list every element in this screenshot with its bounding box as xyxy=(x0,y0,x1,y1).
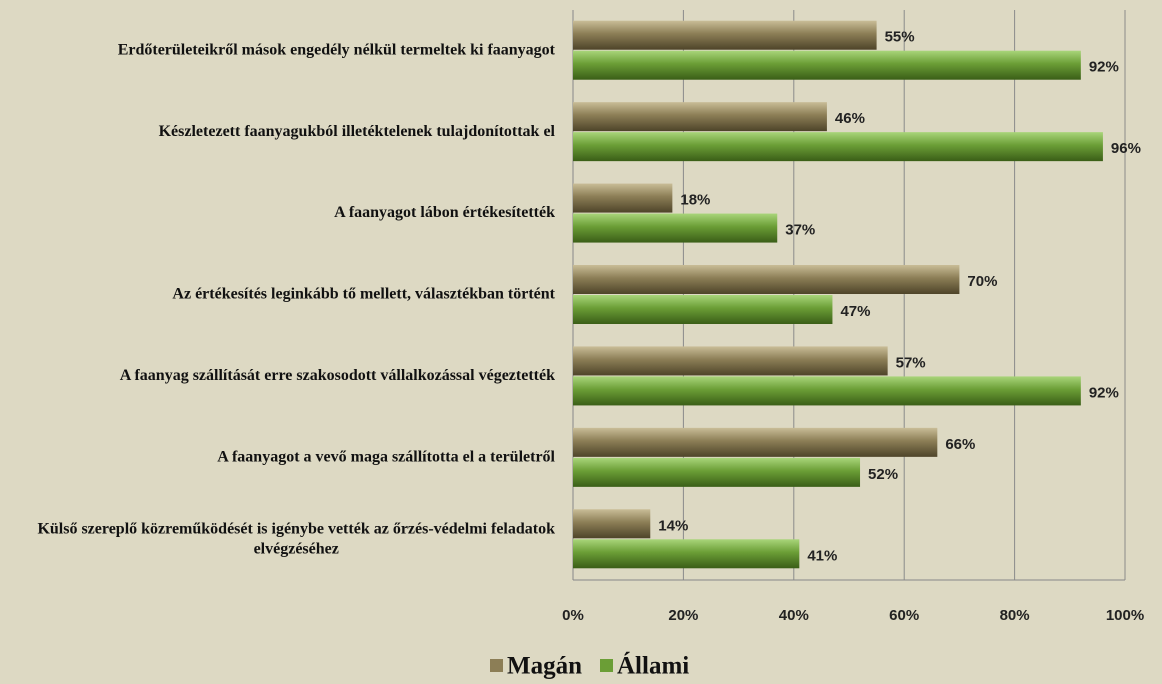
bar xyxy=(573,346,888,376)
value-label: 66% xyxy=(945,436,975,453)
value-label: 18% xyxy=(680,192,710,209)
category-label: A faanyagot a vevő maga szállította el a… xyxy=(217,449,555,466)
bar xyxy=(573,457,861,487)
bar xyxy=(573,295,833,324)
value-label: 37% xyxy=(785,222,815,239)
value-label: 92% xyxy=(1089,384,1119,401)
value-label: 57% xyxy=(896,354,926,371)
category-line: elvégzéséhez xyxy=(254,540,339,557)
bar xyxy=(573,427,938,457)
value-label: 52% xyxy=(868,466,898,483)
bar xyxy=(573,50,1081,80)
legend-label: Állami xyxy=(617,652,689,680)
legend-swatch xyxy=(490,659,503,672)
value-label: 70% xyxy=(967,273,997,290)
value-label: 47% xyxy=(840,303,870,320)
x-tick-label: 100% xyxy=(1106,607,1144,624)
category-label: A faanyagot lábon értékesítették xyxy=(334,204,555,221)
category-label: Az értékesítés leginkább tő mellett, vál… xyxy=(172,286,555,303)
bar xyxy=(573,183,673,213)
value-label: 55% xyxy=(885,29,915,46)
legend-swatch xyxy=(600,659,613,672)
category-label: Külső szereplő közreműködését is igénybe… xyxy=(37,520,555,557)
legend: Magán Állami xyxy=(490,652,689,680)
bar xyxy=(573,509,651,539)
value-label: 92% xyxy=(1089,59,1119,76)
value-label: 96% xyxy=(1111,140,1141,157)
value-label: 14% xyxy=(658,517,688,534)
x-tick-label: 60% xyxy=(889,607,919,624)
x-tick-label: 80% xyxy=(1000,607,1030,624)
x-tick-label: 40% xyxy=(779,607,809,624)
x-tick-label: 20% xyxy=(668,607,698,624)
bar xyxy=(573,376,1081,406)
category-label: Erdőterületeikről mások engedély nélkül … xyxy=(118,41,556,58)
value-label: 41% xyxy=(807,547,837,564)
category-label: Készletezett faanyagukból illetéktelenek… xyxy=(159,123,556,140)
bar xyxy=(573,20,877,50)
bar xyxy=(573,539,800,569)
bar xyxy=(573,132,1103,162)
legend-label: Magán xyxy=(507,653,582,680)
x-tick-label: 0% xyxy=(562,607,584,624)
category-line: Külső szereplő közreműködését is igénybe… xyxy=(37,520,555,537)
value-label: 46% xyxy=(835,110,865,127)
bar xyxy=(573,265,960,294)
category-label: A faanyag szállítását erre szakosodott v… xyxy=(120,367,555,384)
bar xyxy=(573,102,827,132)
bar xyxy=(573,213,778,243)
